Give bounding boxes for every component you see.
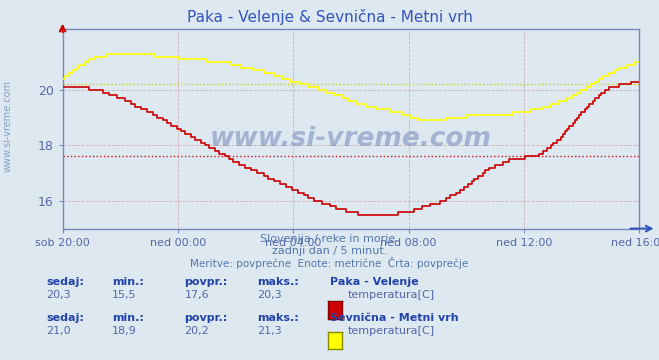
Text: temperatura[C]: temperatura[C] (347, 290, 434, 300)
Text: 21,0: 21,0 (46, 326, 71, 336)
Text: maks.:: maks.: (257, 313, 299, 323)
Text: temperatura[C]: temperatura[C] (347, 326, 434, 336)
Text: maks.:: maks.: (257, 277, 299, 287)
Text: Paka - Velenje & Sevnična - Metni vrh: Paka - Velenje & Sevnična - Metni vrh (186, 9, 473, 25)
Text: 17,6: 17,6 (185, 290, 209, 300)
Text: Paka - Velenje: Paka - Velenje (330, 277, 418, 287)
Text: 21,3: 21,3 (257, 326, 281, 336)
Text: 20,3: 20,3 (46, 290, 71, 300)
Text: zadnji dan / 5 minut.: zadnji dan / 5 minut. (272, 246, 387, 256)
Text: 18,9: 18,9 (112, 326, 137, 336)
Text: povpr.:: povpr.: (185, 313, 228, 323)
Text: 15,5: 15,5 (112, 290, 136, 300)
Text: www.si-vreme.com: www.si-vreme.com (210, 126, 492, 152)
Text: sedaj:: sedaj: (46, 277, 84, 287)
Text: sedaj:: sedaj: (46, 313, 84, 323)
Text: Meritve: povprečne  Enote: metrične  Črta: povprečje: Meritve: povprečne Enote: metrične Črta:… (190, 257, 469, 269)
Text: povpr.:: povpr.: (185, 277, 228, 287)
Text: Slovenija / reke in morje.: Slovenija / reke in morje. (260, 234, 399, 244)
Text: Sevnična - Metni vrh: Sevnična - Metni vrh (330, 313, 458, 323)
Text: min.:: min.: (112, 277, 144, 287)
Text: 20,2: 20,2 (185, 326, 210, 336)
Text: min.:: min.: (112, 313, 144, 323)
Text: 20,3: 20,3 (257, 290, 281, 300)
Text: www.si-vreme.com: www.si-vreme.com (3, 80, 13, 172)
